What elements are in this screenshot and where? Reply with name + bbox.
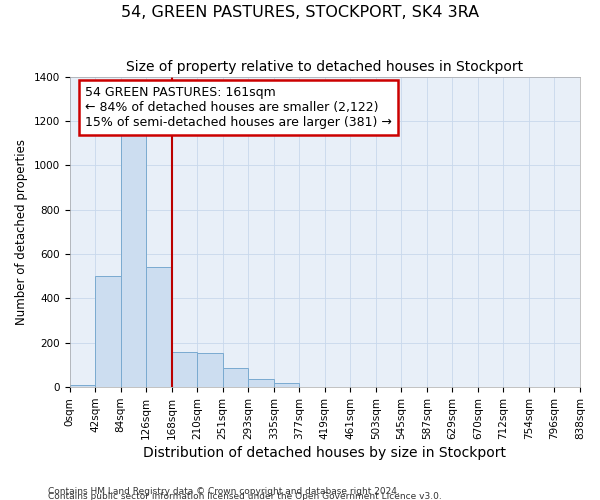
Text: 54 GREEN PASTURES: 161sqm
← 84% of detached houses are smaller (2,122)
15% of se: 54 GREEN PASTURES: 161sqm ← 84% of detac… — [85, 86, 392, 129]
Bar — [248, 380, 274, 387]
Bar — [223, 368, 248, 387]
Bar — [146, 268, 172, 387]
Text: 54, GREEN PASTURES, STOCKPORT, SK4 3RA: 54, GREEN PASTURES, STOCKPORT, SK4 3RA — [121, 5, 479, 20]
Bar — [95, 276, 121, 387]
X-axis label: Distribution of detached houses by size in Stockport: Distribution of detached houses by size … — [143, 446, 506, 460]
Bar — [172, 352, 197, 387]
Y-axis label: Number of detached properties: Number of detached properties — [15, 139, 28, 325]
Text: Contains HM Land Registry data © Crown copyright and database right 2024.: Contains HM Land Registry data © Crown c… — [48, 486, 400, 496]
Bar — [70, 385, 95, 387]
Title: Size of property relative to detached houses in Stockport: Size of property relative to detached ho… — [126, 60, 523, 74]
Text: Contains public sector information licensed under the Open Government Licence v3: Contains public sector information licen… — [48, 492, 442, 500]
Bar — [274, 383, 299, 387]
Bar — [121, 132, 146, 387]
Bar — [197, 353, 223, 387]
